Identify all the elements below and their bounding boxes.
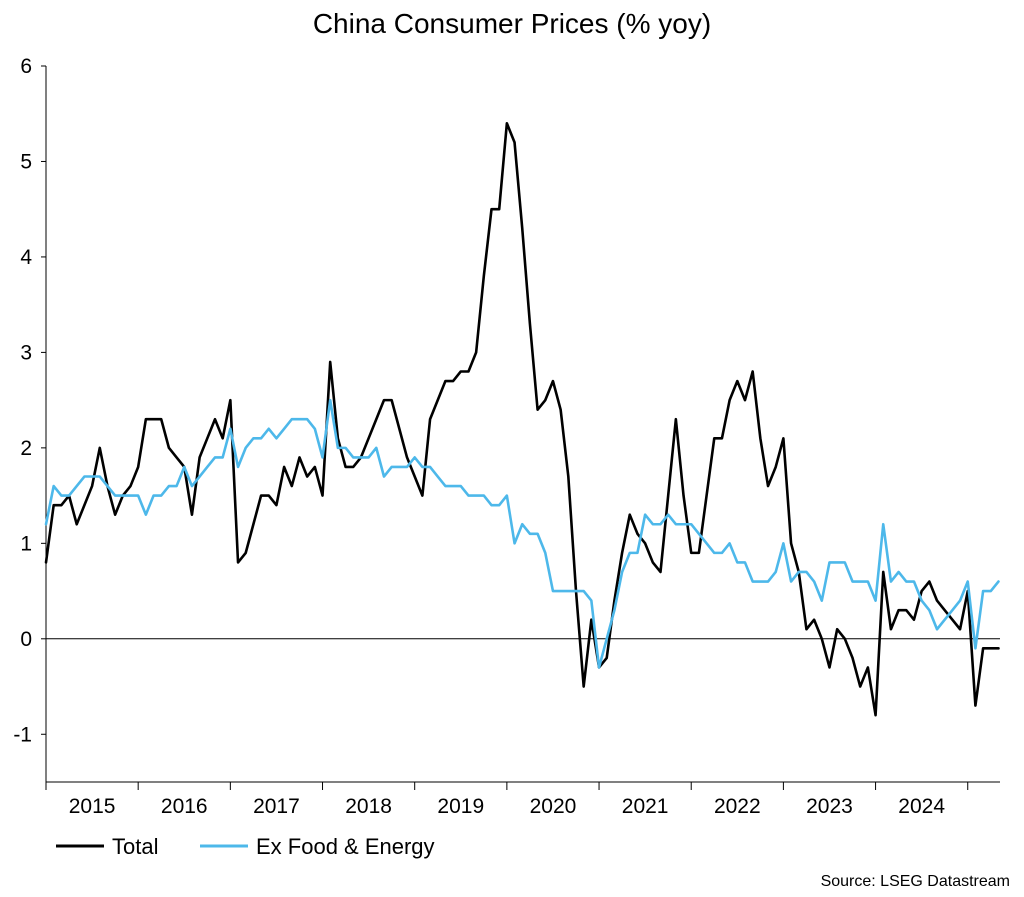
series-line-total <box>44 121 1000 717</box>
series-line-ex-food-energy <box>44 398 1000 669</box>
x-tick-label: 2018 <box>345 795 392 818</box>
y-tick-label: 1 <box>20 532 32 555</box>
y-tick-label: 0 <box>20 628 32 651</box>
x-tick-label: 2016 <box>161 795 208 818</box>
x-tick-label: 2023 <box>806 795 853 818</box>
x-tick-label: 2022 <box>714 795 761 818</box>
y-tick-label: 2 <box>20 437 32 460</box>
source-note: Source: LSEG Datastream <box>821 873 1010 890</box>
legend: Total Ex Food & Energy <box>56 834 435 859</box>
y-tick-label: 5 <box>20 150 32 173</box>
x-tick-label: 2024 <box>898 795 945 818</box>
axis-layer: 6 5 4 3 2 1 0 -1 2015 2016 2017 2018 2019 2020 2021 202… <box>13 55 1000 818</box>
y-tick-label: 3 <box>20 341 32 364</box>
series-layer <box>44 121 1000 717</box>
x-tick-label: 2017 <box>253 795 300 818</box>
y-tick-label: 6 <box>20 55 32 78</box>
x-tick-label: 2015 <box>69 795 116 818</box>
y-tick-label: -1 <box>13 723 32 746</box>
y-tick-label: 4 <box>20 246 32 269</box>
x-tick-label: 2021 <box>622 795 669 818</box>
x-tick-label: 2020 <box>530 795 577 818</box>
chart-title: China Consumer Prices (% yoy) <box>313 8 711 39</box>
legend-label-total: Total <box>112 834 158 859</box>
x-tick-label: 2019 <box>437 795 484 818</box>
legend-label-ex-food-energy: Ex Food & Energy <box>256 834 435 859</box>
